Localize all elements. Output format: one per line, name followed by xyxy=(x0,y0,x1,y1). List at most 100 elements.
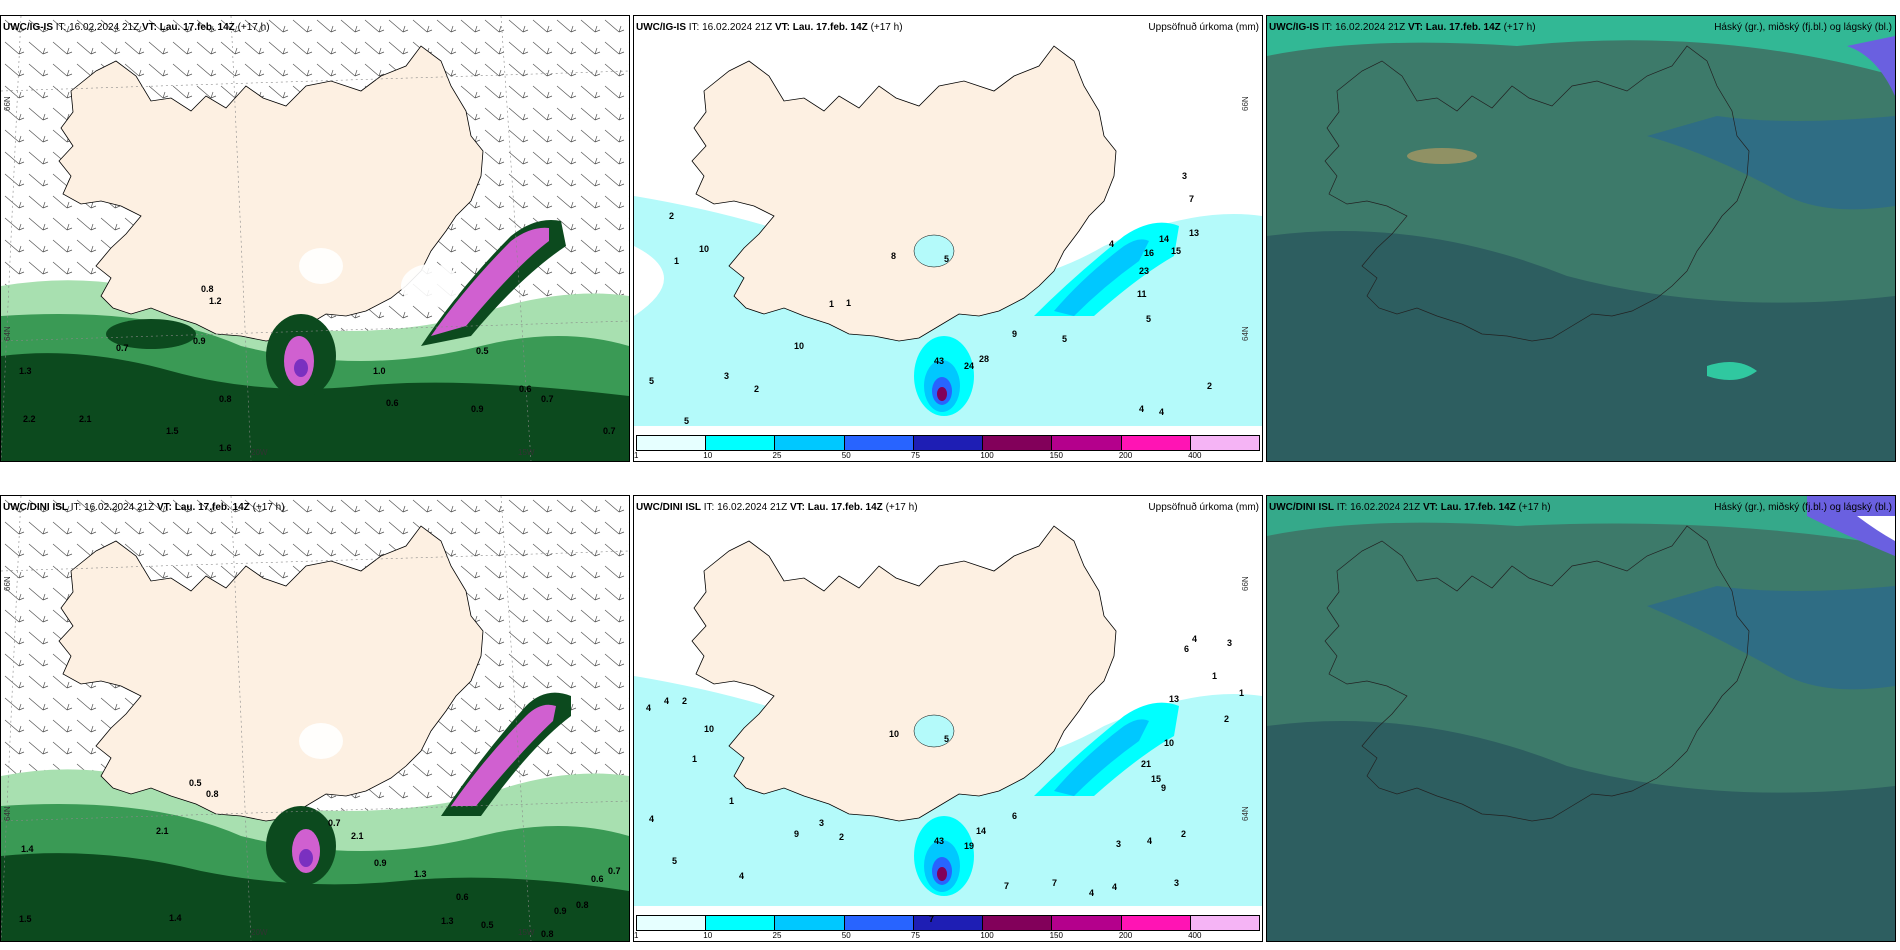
panel-header: UWC/IG-IS IT: 16.02.2024 21Z VT: Lau. 17… xyxy=(636,22,903,33)
panel-clouds-igis: UWC/IG-IS IT: 16.02.2024 21Z VT: Lau. 17… xyxy=(1266,15,1896,462)
precip-value: 3 xyxy=(1227,638,1233,648)
precip-value: 2 xyxy=(754,384,760,394)
lat-label: 66N xyxy=(1241,576,1251,591)
precip-value: 5 xyxy=(944,734,950,744)
precip-value: 7 xyxy=(1189,194,1195,204)
panel-field-title: Háský (gr.), miðský (fj.bl.) og lágský (… xyxy=(1714,22,1892,33)
precip-value: 0.8 xyxy=(541,929,554,939)
precip-value: 14 xyxy=(1159,234,1170,244)
map-wind-precip-igis xyxy=(1,16,629,461)
precip-value: 0.6 xyxy=(519,384,532,394)
legend-tick: 100 xyxy=(980,931,994,940)
panel-field-title: Uppsöfnuð úrkoma (mm) xyxy=(1148,502,1259,513)
precip-value: 4 xyxy=(1139,404,1145,414)
legend-swatch xyxy=(775,916,845,930)
precip-value: 4 xyxy=(1089,888,1095,898)
legend-ticks: 1 10 25 50 75 100 150 200 400 xyxy=(634,931,1260,941)
precip-value: 2.2 xyxy=(23,414,36,424)
precip-value: 0.7 xyxy=(328,818,341,828)
precip-value: 9 xyxy=(794,829,800,839)
precip-value: 13 xyxy=(1189,228,1200,238)
panel-accum-precip-igis: UWC/IG-IS IT: 16.02.2024 21Z VT: Lau. 17… xyxy=(633,15,1263,462)
lat-label: 64N xyxy=(1241,806,1251,821)
precip-value: 2 xyxy=(1207,381,1213,391)
precip-value: 0.5 xyxy=(476,346,489,356)
lon-label: 15W xyxy=(518,448,535,457)
legend-tick: 50 xyxy=(841,451,851,460)
lat-label: 66N xyxy=(3,96,12,111)
legend-tick: 25 xyxy=(772,451,782,460)
precip-value: 0.8 xyxy=(576,900,589,910)
precip-value: 1.5 xyxy=(19,914,32,924)
legend-ticks: 1 10 25 50 75 100 150 200 400 xyxy=(634,451,1260,461)
lon-label: 15W xyxy=(518,928,535,937)
precip-value: 1.0 xyxy=(373,366,386,376)
legend-swatch xyxy=(844,916,914,930)
precip-value: 5 xyxy=(684,416,690,426)
precip-value: 1.2 xyxy=(209,296,222,306)
precip-value: 4 xyxy=(739,871,745,881)
precip-value: 2.1 xyxy=(156,826,169,836)
precip-value: 2 xyxy=(1181,829,1187,839)
legend-tick: 10 xyxy=(703,931,713,940)
legend-tick: 100 xyxy=(980,451,994,460)
precip-value: 1 xyxy=(674,256,680,266)
precip-value: 2 xyxy=(839,832,845,842)
precip-value: 9 xyxy=(1012,329,1018,339)
precip-value: 14 xyxy=(976,826,987,836)
precip-value: 0.8 xyxy=(219,394,232,404)
legend-swatch xyxy=(1052,916,1122,930)
precip-value: 1.3 xyxy=(19,366,32,376)
precip-value: 7 xyxy=(1052,878,1058,888)
precip-value: 1.6 xyxy=(219,443,232,453)
legend-tick: 400 xyxy=(1188,451,1202,460)
precip-value: 0.8 xyxy=(201,284,214,294)
legend-swatch xyxy=(775,436,845,450)
map-clouds-dini xyxy=(1267,496,1895,941)
legend-swatch xyxy=(913,436,984,450)
precip-value: 4 xyxy=(664,696,670,706)
precip-value: 5 xyxy=(672,856,678,866)
panel-header: UWC/DINI ISL IT: 16.02.2024 21Z VT: Lau.… xyxy=(636,502,918,513)
precip-value: 43 xyxy=(934,836,945,846)
legend-swatch xyxy=(844,436,914,450)
precip-value: 1 xyxy=(846,298,852,308)
precip-value: 0.6 xyxy=(386,398,399,408)
legend-tick: 150 xyxy=(1049,931,1063,940)
precip-value: 2 xyxy=(669,211,675,221)
legend-swatch xyxy=(913,916,984,930)
precip-value: 10 xyxy=(794,341,805,351)
precip-value: 5 xyxy=(649,376,655,386)
precip-value: 5 xyxy=(1062,334,1068,344)
lat-label: 66N xyxy=(1241,96,1251,111)
panel-clouds-dini: UWC/DINI ISL IT: 16.02.2024 21Z VT: Lau.… xyxy=(1266,495,1896,942)
precip-value: 1.4 xyxy=(169,913,182,923)
precip-value: 0.5 xyxy=(189,778,202,788)
precip-value: 23 xyxy=(1139,266,1150,276)
legend-swatch xyxy=(983,436,1053,450)
map-accum-precip-dini xyxy=(634,496,1262,941)
precip-value: 4 xyxy=(1159,407,1165,417)
lon-label: 20W xyxy=(251,928,268,937)
precip-value: 1 xyxy=(1239,688,1245,698)
legend-swatch xyxy=(706,436,776,450)
legend-swatch xyxy=(637,916,707,930)
precip-value: 0.9 xyxy=(554,906,567,916)
color-legend xyxy=(636,435,1260,451)
precip-value: 4 xyxy=(1192,634,1198,644)
precip-value: 0.6 xyxy=(456,892,469,902)
lon-label: 20W xyxy=(251,448,268,457)
precip-value: 0.7 xyxy=(603,426,616,436)
legend-tick: 1 xyxy=(634,931,639,940)
precip-value: 4 xyxy=(1112,882,1118,892)
precip-value: 2 xyxy=(682,696,688,706)
legend-swatch xyxy=(1121,916,1191,930)
precip-value: 4 xyxy=(1109,239,1115,249)
precip-value: 4 xyxy=(649,814,655,824)
precip-value: 3 xyxy=(724,371,730,381)
precip-value: 0.9 xyxy=(193,336,206,346)
legend-tick: 10 xyxy=(703,451,713,460)
precip-value: 15 xyxy=(1171,246,1182,256)
precip-value: 2.1 xyxy=(79,414,92,424)
precip-value: 0.7 xyxy=(116,343,129,353)
